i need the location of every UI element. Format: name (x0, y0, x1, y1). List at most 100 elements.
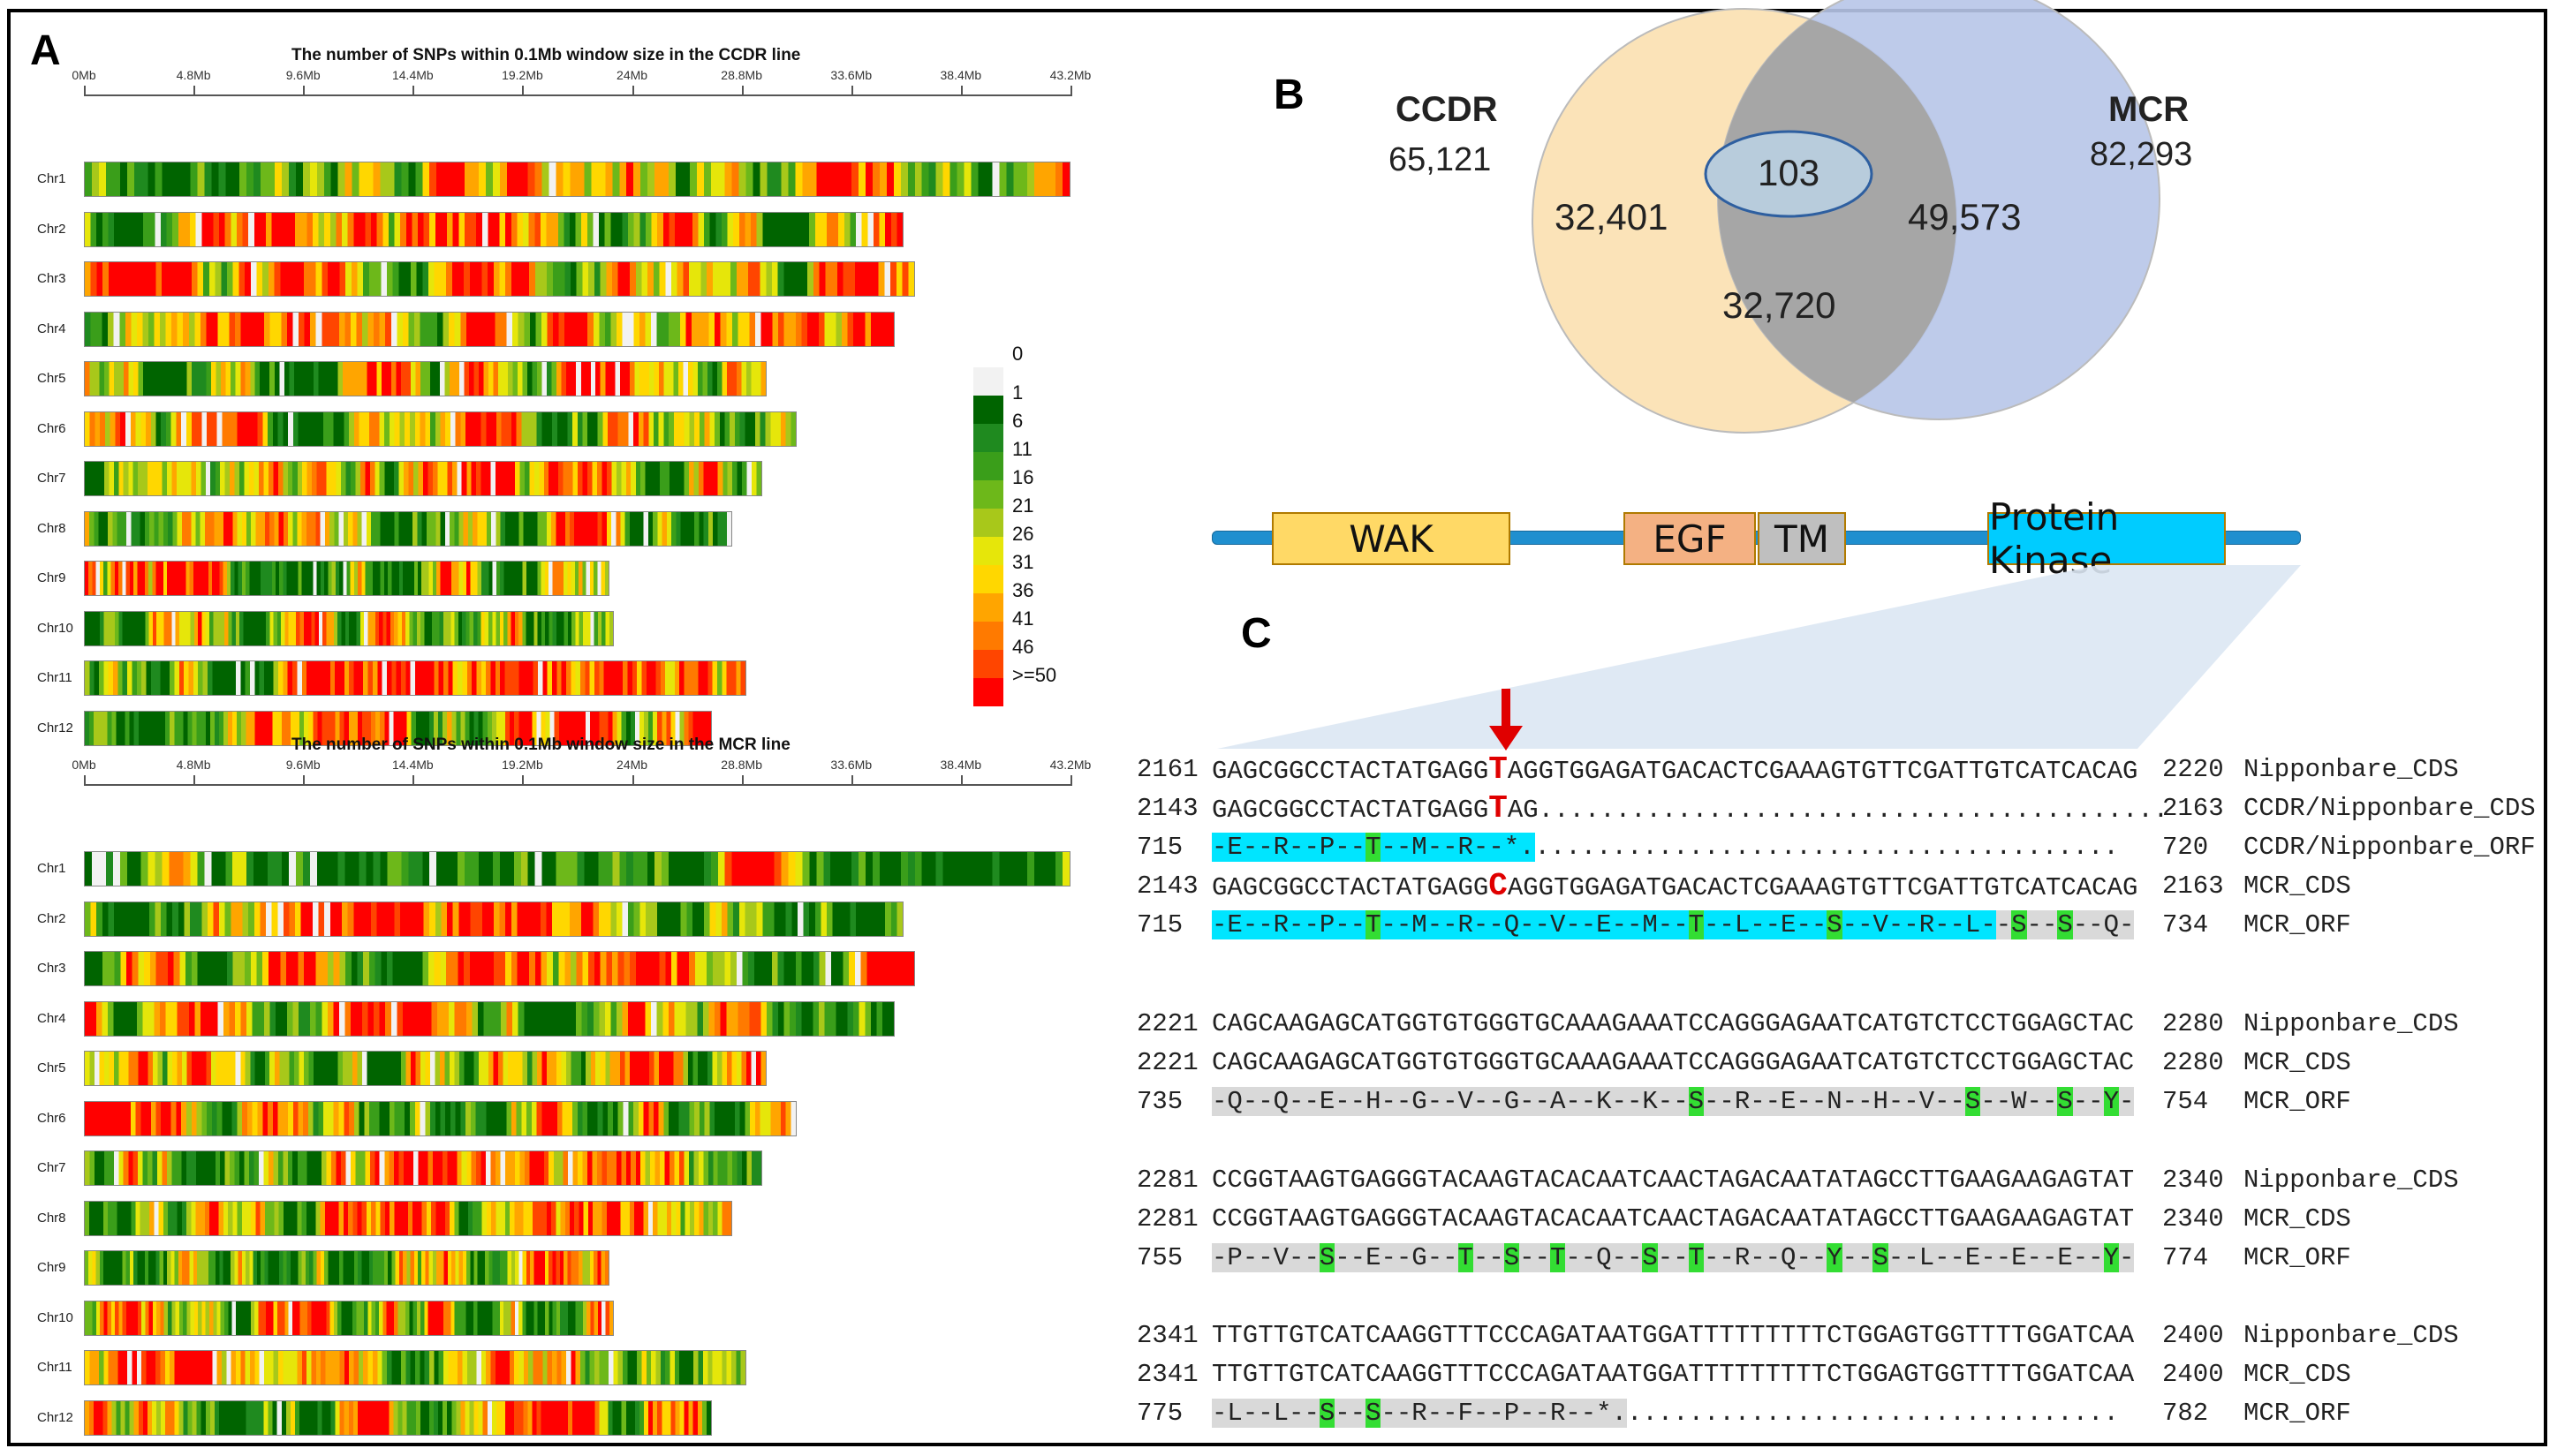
chromosome-snp-bar (84, 411, 797, 447)
chromosome-snp-bar (84, 461, 762, 496)
legend-swatch (973, 509, 1003, 537)
chromosome-snp-bar (84, 901, 904, 937)
legend-swatch (973, 678, 1003, 706)
chromosome-label: Chr10 (37, 1309, 73, 1325)
alignment-start-position: 715 (1137, 833, 1184, 862)
tm-domain: TM (1758, 512, 1846, 565)
chromosome-snp-bar (84, 561, 609, 596)
x-tick-label: 43.2Mb (1049, 68, 1092, 82)
chromosome-snp-bar (84, 1100, 797, 1136)
protein-sequence: -L--L--S--S--R--F--P--R--*..............… (1212, 1399, 2119, 1428)
snp-base: T (1488, 790, 1508, 826)
heatmap-title: The number of SNPs within 0.1Mb window s… (291, 46, 801, 64)
legend-label: 11 (1012, 438, 1033, 460)
ccdr-name: CCDR (1396, 90, 1498, 129)
x-tick (412, 775, 415, 786)
alignment-start-position: 2143 (1137, 871, 1199, 901)
chromosome-label: Chr4 (37, 1010, 66, 1026)
amino-acid-track: -L--L--S--S--R--F--P--R--*. (1212, 1399, 1627, 1428)
chromosome-label: Chr9 (37, 1260, 66, 1275)
panel-label-c: C (1241, 610, 1272, 657)
egf-domain: EGF (1623, 512, 1756, 565)
chromosome-label: Chr3 (37, 271, 66, 286)
chromosome-snp-bar (84, 1250, 609, 1286)
chromosome-label: Chr11 (37, 1360, 72, 1375)
x-tick-label: 4.8Mb (176, 68, 211, 82)
legend-swatch (973, 367, 1003, 396)
nucleotide-sequence: CCGGTAAGTGAGGGTACAAGTACACAATCAACTAGACAAT… (1212, 1166, 2135, 1195)
shared-count: 32,720 (1722, 284, 1836, 326)
alignment-start-position: 775 (1137, 1399, 1184, 1428)
venn-diagram (1532, 0, 2160, 434)
x-tick (632, 86, 634, 96)
protein-sequence: -P--V--S--E--G--T--S--T--Q--S--T--R--Q--… (1212, 1241, 2135, 1276)
chromosome-label: Chr2 (37, 221, 66, 237)
x-tick-label: 38.4Mb (940, 68, 982, 82)
chromosome-label: Chr5 (37, 1060, 66, 1075)
legend-label: 6 (1012, 410, 1024, 432)
alignment-start-position: 755 (1137, 1243, 1184, 1272)
alignment-sequence-name: MCR_CDS (2243, 1048, 2351, 1077)
ccdr-total: 65,121 (1388, 141, 1492, 178)
x-tick-label: 28.8Mb (721, 758, 763, 772)
alignment-sequence-name: Nipponbare_CDS (2243, 1009, 2459, 1038)
chromosome-snp-bar (84, 162, 1070, 197)
x-tick (303, 86, 306, 96)
amino-acid-track: -P--V--S--E--G--T--S--T--Q--S--T--R--Q--… (1212, 1243, 2135, 1272)
chromosome-snp-bar (84, 951, 916, 986)
legend-swatch (973, 565, 1003, 593)
panel-label-a: A (30, 27, 61, 74)
chromosome-snp-bar (84, 1300, 614, 1336)
chromosome-snp-bar (84, 710, 713, 746)
legend-label: 41 (1012, 607, 1034, 630)
alignment-end-position: 2400 (2162, 1321, 2224, 1350)
alignment-start-position: 2143 (1137, 794, 1199, 823)
alignment-start-position: 2221 (1137, 1048, 1199, 1077)
highlight-count: 103 (1758, 152, 1820, 193)
alignment-sequence-name: MCR_CDS (2243, 871, 2351, 901)
amino-acid-track: -Q--Q--E--H--G--V--G--A--K--K--S--R--E--… (1212, 1087, 2135, 1116)
alignment-sequence-name: Nipponbare_CDS (2243, 755, 2459, 784)
figure-frame (7, 9, 2547, 1446)
x-tick (960, 775, 963, 786)
legend-label: 26 (1012, 523, 1034, 545)
chromosome-label: Chr5 (37, 371, 66, 386)
chromosome-label: Chr8 (37, 520, 66, 536)
x-tick-label: 9.6Mb (285, 68, 321, 82)
x-tick-label: 19.2Mb (502, 758, 543, 772)
chromosome-label: Chr9 (37, 570, 66, 585)
x-tick-label: 33.6Mb (830, 758, 873, 772)
x-tick (193, 775, 196, 786)
nucleotide-sequence: CAGCAAGAGCATGGTGTGGGTGCAAAGAAATCCAGGGAGA… (1212, 1009, 2135, 1038)
alignment-end-position: 2163 (2162, 794, 2224, 823)
x-tick-label: 24Mb (617, 68, 648, 82)
alignment-sequence-name: CCDR/Nipponbare_ORF (2243, 833, 2536, 862)
x-tick (741, 775, 744, 786)
chromosome-snp-bar (84, 510, 733, 547)
chromosome-label: Chr4 (37, 321, 66, 336)
x-tick-label: 9.6Mb (285, 758, 321, 772)
x-tick-label: 14.4Mb (391, 758, 434, 772)
legend-swatch (973, 622, 1003, 650)
x-tick-label: 24Mb (617, 758, 648, 772)
highlight-ellipse (1704, 130, 1873, 218)
chromosome-label: Chr10 (37, 620, 73, 636)
x-tick (303, 775, 306, 786)
protein-sequence: -E--R--P--T--M--R--Q--V--E--M--T--L--E--… (1212, 908, 2135, 943)
legend-label: 36 (1012, 579, 1034, 601)
mcr-only-count: 49,573 (1908, 196, 2022, 238)
alignment-end-position: 2400 (2162, 1360, 2224, 1389)
alignment-sequence-name: MCR_ORF (2243, 1399, 2351, 1428)
x-tick (193, 86, 196, 96)
legend-swatch (973, 480, 1003, 509)
x-tick-label: 28.8Mb (721, 68, 763, 82)
legend-swatch (973, 650, 1003, 678)
alignment-sequence-name: MCR_ORF (2243, 1087, 2351, 1116)
amino-acid-track: -E--R--P--T--M--R--Q--V--E--M--T--L--E--… (1212, 910, 2135, 939)
ccdr-only-count: 32,401 (1555, 196, 1668, 238)
x-tick (632, 775, 634, 786)
legend-swatch (973, 537, 1003, 565)
alignment-sequence-name: MCR_CDS (2243, 1360, 2351, 1389)
legend-label: 46 (1012, 636, 1034, 658)
x-axis (84, 784, 1070, 786)
